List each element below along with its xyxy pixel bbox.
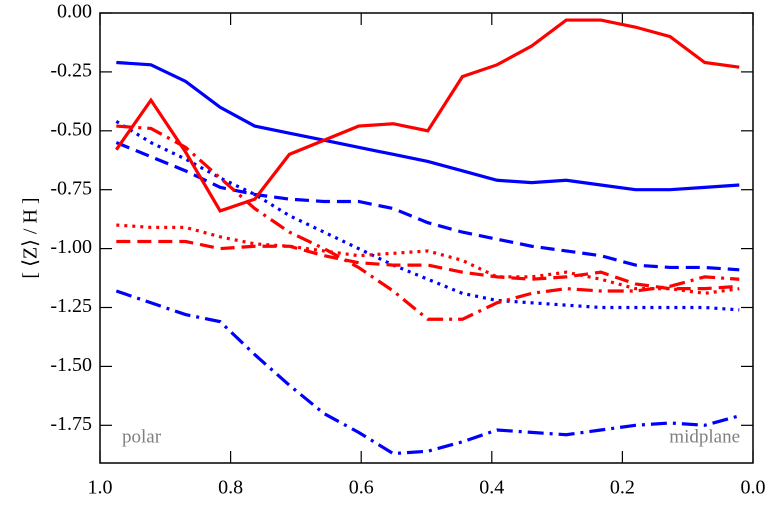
data-line [115, 120, 740, 312]
y-tick-label: -1.75 [50, 413, 92, 435]
data-line [116, 60, 740, 192]
y-axis-label: [ ⟨Z⟩ / H ] [20, 197, 42, 278]
x-tick-label: 1.0 [88, 477, 113, 499]
plot-frame [99, 12, 754, 464]
data-line [116, 223, 740, 295]
data-line [115, 18, 740, 213]
y-tick-label: -0.25 [50, 59, 92, 81]
x-tick-label: 0.0 [741, 477, 766, 499]
data-line [115, 289, 740, 456]
data-line [116, 239, 740, 291]
y-tick-label: -1.00 [50, 236, 92, 258]
x-tick-label: 0.8 [218, 477, 243, 499]
y-tick-label: -0.50 [50, 118, 92, 140]
x-tick-label: 0.2 [610, 477, 635, 499]
annotation: polar [122, 426, 162, 447]
y-tick-label: 0.00 [57, 1, 92, 23]
y-tick-label: -1.25 [50, 295, 92, 317]
x-tick-label: 0.4 [479, 477, 504, 499]
data-line [115, 141, 740, 272]
y-tick-label: -1.50 [50, 354, 92, 376]
y-tick-label: -0.75 [50, 177, 92, 199]
x-tick-label: 0.6 [349, 477, 374, 499]
annotation: midplane [669, 426, 740, 447]
data-line [116, 124, 740, 321]
